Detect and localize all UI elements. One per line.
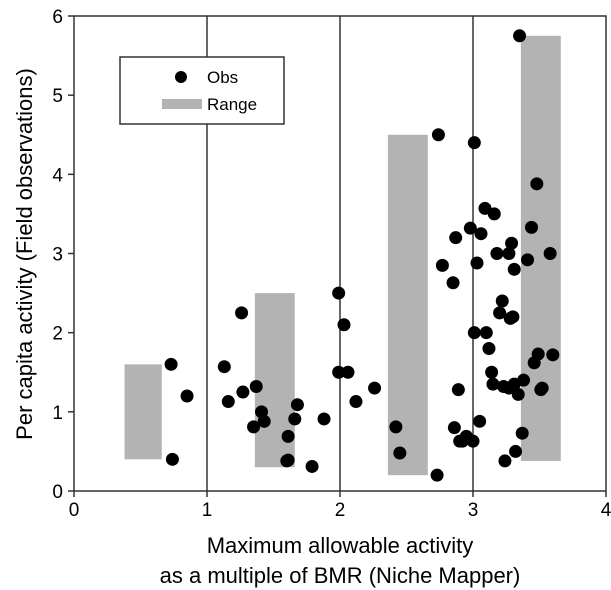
data-point-25 xyxy=(389,420,403,434)
y-tick-label: 6 xyxy=(52,7,63,28)
data-point-14 xyxy=(281,429,295,443)
data-point-58 xyxy=(505,236,519,250)
data-point-7 xyxy=(236,385,250,399)
data-point-46 xyxy=(482,342,496,355)
data-point-38 xyxy=(466,434,480,448)
data-point-39 xyxy=(467,136,481,150)
data-point-47 xyxy=(485,365,499,379)
range-bar-4 xyxy=(520,35,561,461)
data-point-45 xyxy=(479,326,493,340)
x-axis-title-line1: Maximum allowable activity xyxy=(207,533,474,558)
data-point-74 xyxy=(543,247,557,260)
data-point-8 xyxy=(247,420,261,434)
data-point-66 xyxy=(517,373,531,387)
legend-obs-label: Obs xyxy=(207,68,238,87)
x-tick-label: 1 xyxy=(202,500,213,521)
data-point-2 xyxy=(165,452,179,466)
legend-range-label: Range xyxy=(207,95,257,114)
data-point-4 xyxy=(217,360,231,374)
data-point-75 xyxy=(546,348,560,362)
x-tick-label: 3 xyxy=(468,500,479,521)
legend-range-swatch xyxy=(162,99,202,109)
y-tick-label: 0 xyxy=(52,482,63,503)
observation-points xyxy=(164,29,560,482)
data-point-62 xyxy=(509,444,523,458)
x-axis-title-line2: as a multiple of BMR (Niche Mapper) xyxy=(160,563,521,588)
data-point-40 xyxy=(467,326,481,340)
legend: Obs Range xyxy=(119,56,285,125)
data-point-54 xyxy=(498,454,512,468)
data-point-70 xyxy=(530,177,544,191)
data-point-49 xyxy=(487,207,501,221)
data-point-48 xyxy=(486,377,500,391)
data-point-65 xyxy=(515,426,529,440)
data-point-16 xyxy=(290,398,304,412)
data-point-15 xyxy=(288,412,302,426)
axes: 0 1 2 3 4 0 1 2 3 4 5 6 xyxy=(52,7,611,521)
data-point-71 xyxy=(531,347,545,361)
range-bar-3 xyxy=(387,134,428,476)
data-point-43 xyxy=(474,227,488,241)
data-point-23 xyxy=(349,395,363,409)
x-tick-label: 0 xyxy=(69,500,80,521)
data-point-51 xyxy=(493,306,507,320)
y-tick-label: 1 xyxy=(52,403,63,424)
data-point-17 xyxy=(305,459,319,473)
data-point-19 xyxy=(332,286,346,300)
range-bar-1 xyxy=(124,364,162,460)
data-point-26 xyxy=(393,446,407,460)
y-tick-label: 5 xyxy=(52,86,63,107)
data-point-5 xyxy=(221,395,235,409)
x-tick-label: 4 xyxy=(601,500,611,521)
y-tick-label: 3 xyxy=(52,245,63,266)
data-point-64 xyxy=(513,29,527,43)
data-point-41 xyxy=(470,256,484,270)
data-point-67 xyxy=(521,253,535,267)
data-point-63 xyxy=(511,387,525,401)
data-point-27 xyxy=(430,468,444,482)
data-point-11 xyxy=(257,414,271,428)
y-tick-label: 2 xyxy=(52,324,63,345)
data-point-1 xyxy=(164,357,178,371)
data-point-32 xyxy=(449,231,463,245)
data-point-42 xyxy=(473,414,487,428)
data-point-20 xyxy=(332,365,346,379)
data-point-50 xyxy=(490,247,504,260)
data-point-28 xyxy=(431,128,445,142)
data-point-6 xyxy=(235,306,249,320)
data-point-37 xyxy=(463,221,477,235)
data-point-68 xyxy=(525,220,539,234)
data-point-9 xyxy=(249,380,263,393)
data-point-3 xyxy=(180,389,194,403)
data-point-30 xyxy=(446,276,460,290)
data-point-31 xyxy=(447,421,461,435)
data-point-13 xyxy=(281,453,295,467)
y-axis-title: Per capita activity (Field observations) xyxy=(12,68,37,440)
x-tick-label: 2 xyxy=(335,500,346,521)
data-point-55 xyxy=(502,247,516,260)
y-tick-label: 4 xyxy=(52,165,63,186)
data-point-60 xyxy=(507,262,521,276)
data-point-24 xyxy=(368,381,382,395)
legend-obs-marker xyxy=(175,71,187,83)
data-point-29 xyxy=(435,258,449,272)
data-point-52 xyxy=(495,294,509,308)
data-point-21 xyxy=(337,318,351,332)
data-point-22 xyxy=(341,365,355,379)
data-point-33 xyxy=(451,383,465,397)
data-point-73 xyxy=(535,381,549,395)
data-point-59 xyxy=(506,310,520,324)
legend-box xyxy=(119,56,285,125)
data-point-18 xyxy=(317,412,331,426)
